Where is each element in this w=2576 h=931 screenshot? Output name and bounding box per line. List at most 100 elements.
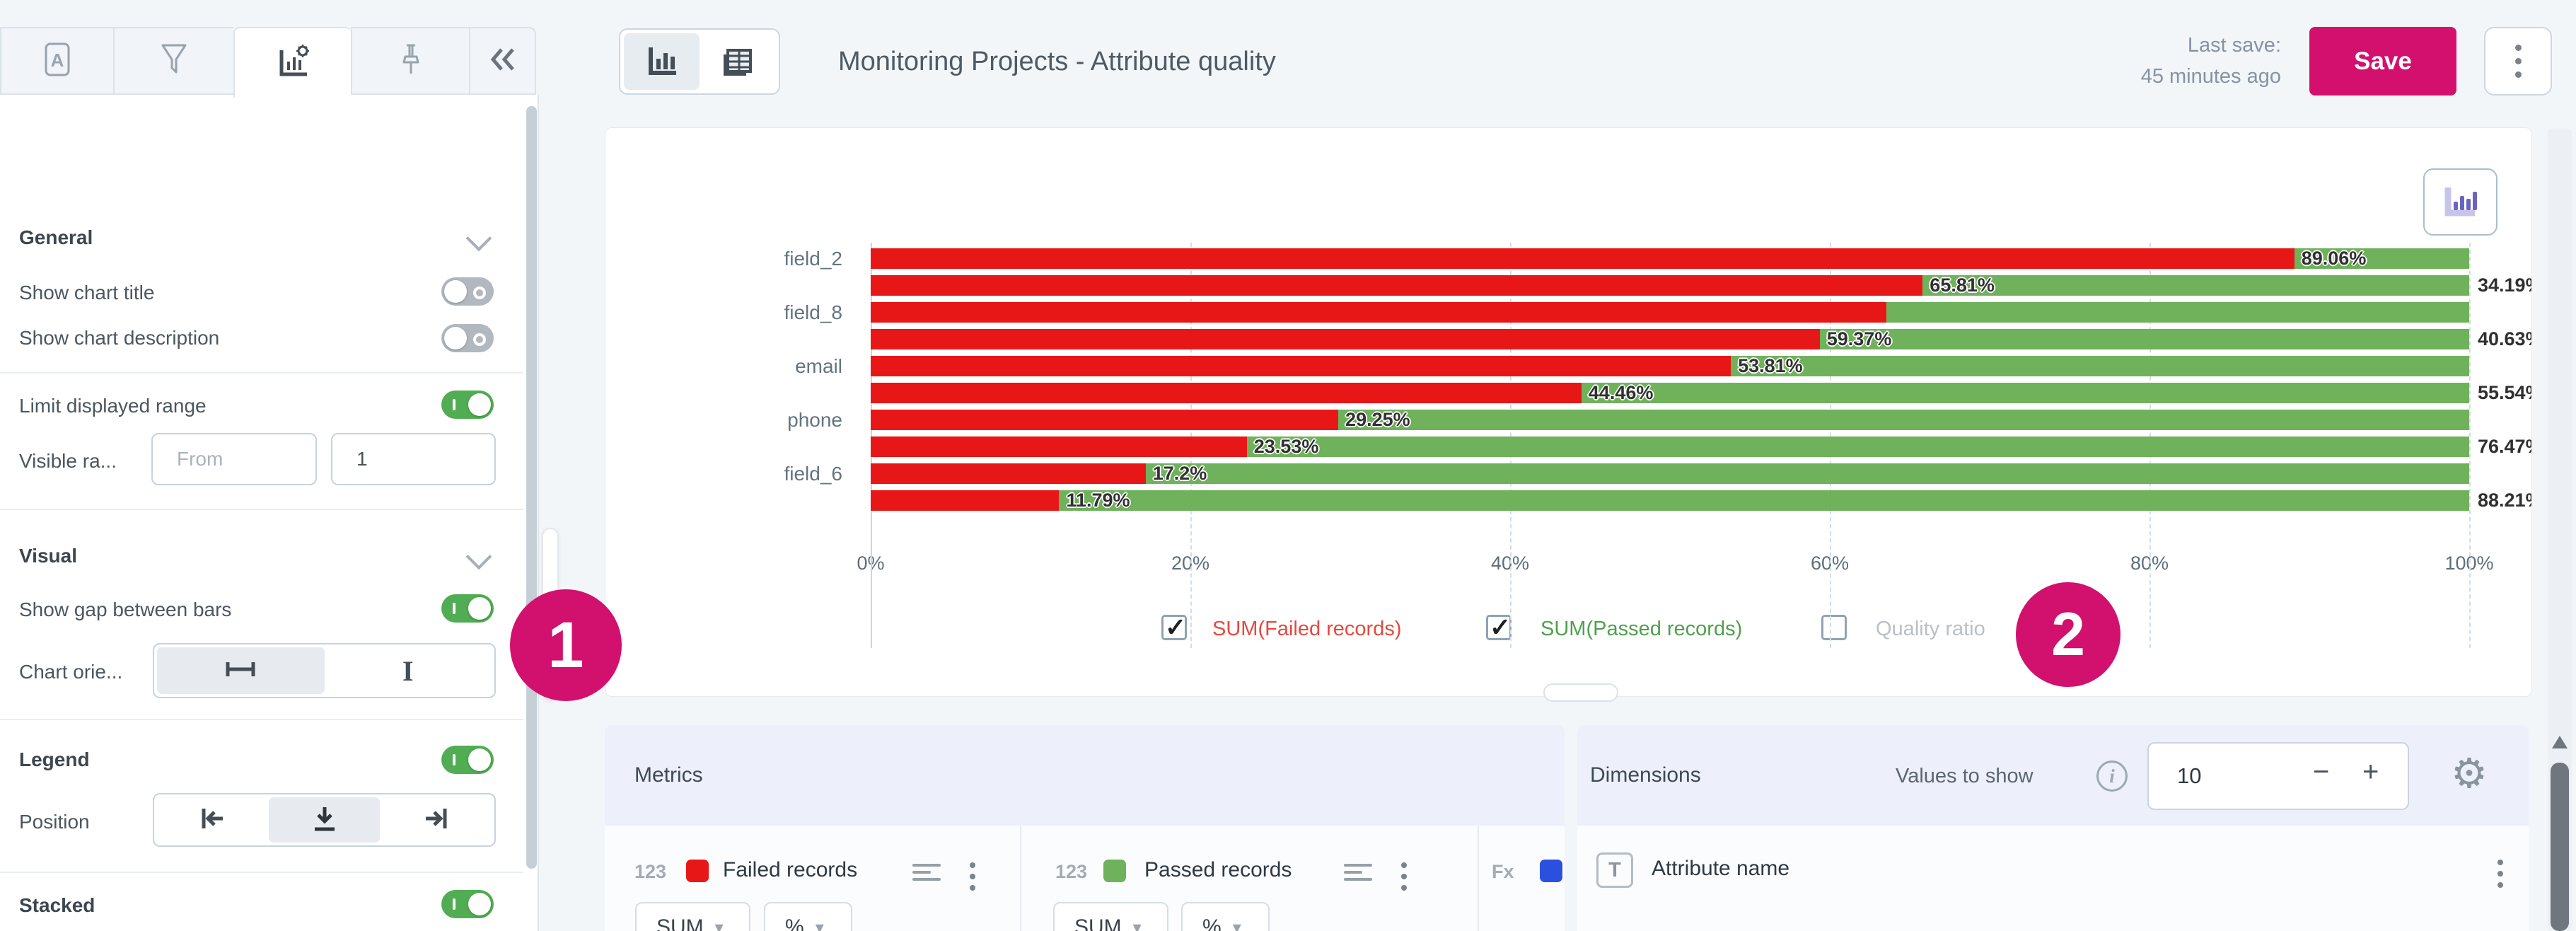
increment-button[interactable]: + (2362, 756, 2379, 787)
dimension-name[interactable]: Attribute name (1652, 857, 1790, 880)
align-left-icon (199, 806, 227, 835)
legend-toggle[interactable] (441, 746, 494, 774)
category-label: field_2 (784, 248, 842, 270)
passed-bar-segment[interactable] (2294, 248, 2469, 269)
metric-color-swatch[interactable] (686, 860, 709, 882)
passed-bar-segment[interactable] (1246, 436, 2469, 457)
tab-text-format[interactable]: A (0, 27, 113, 95)
aggregation-dropdown[interactable]: SUM ▾ (1053, 902, 1168, 931)
chart-view-button[interactable] (624, 33, 700, 90)
orientation-horizontal-button[interactable] (157, 647, 325, 694)
passed-bar-segment[interactable] (1581, 383, 2469, 403)
failed-value-label: 23.53% (1253, 436, 1319, 457)
metric-name[interactable]: Passed records (1144, 858, 1292, 881)
aggregation-dropdown[interactable]: SUM ▾ (635, 902, 750, 931)
tab-filters[interactable] (113, 27, 233, 95)
legend-position-right-button[interactable] (380, 797, 492, 843)
legend-position-control (153, 793, 496, 847)
failed-bar-segment[interactable] (871, 248, 2294, 269)
legend-position-left-button[interactable] (157, 797, 269, 843)
svg-text:A: A (51, 50, 64, 71)
chevron-down-icon: ▾ (1232, 918, 1241, 931)
chevron-down-icon[interactable] (465, 543, 492, 570)
vertical-orientation-icon: I (402, 654, 414, 687)
failed-bar-segment[interactable] (871, 463, 1146, 484)
chevron-down-icon[interactable] (465, 225, 492, 252)
failed-bar-segment[interactable] (871, 329, 1820, 349)
table-view-button[interactable] (700, 33, 775, 90)
more-options-button[interactable] (2484, 27, 2552, 96)
failed-bar-segment[interactable] (871, 275, 1923, 296)
failed-value-label: 53.81% (1738, 355, 1803, 376)
info-icon[interactable]: i (2096, 761, 2128, 792)
dimensions-header: Dimensions (1590, 763, 1701, 787)
panel-scrollbar[interactable] (526, 106, 537, 869)
orientation-vertical-button[interactable]: I (325, 647, 492, 694)
metrics-header: Metrics (634, 763, 703, 787)
gear-icon[interactable]: ⚙ (2451, 749, 2488, 797)
metric-color-swatch[interactable] (1103, 860, 1126, 882)
passed-bar-segment[interactable] (1819, 329, 2469, 349)
passed-value-label: 88.21% (2478, 490, 2531, 511)
collapse-panel-button[interactable] (469, 27, 536, 95)
show-chart-title-toggle[interactable] (441, 277, 494, 306)
failed-bar-segment[interactable] (871, 356, 1731, 376)
bar-row: 59.37% 40.63% (871, 328, 2531, 349)
passed-bar-segment[interactable] (1731, 356, 2469, 376)
show-gap-toggle[interactable] (441, 594, 494, 623)
legend-item-passed[interactable]: SUM(Passed records) (1541, 618, 1743, 640)
dimension-menu-button[interactable] (2495, 857, 2506, 891)
limit-displayed-range-toggle[interactable] (441, 391, 494, 419)
legend-position-label: Position (19, 811, 90, 833)
passed-bar-segment[interactable] (1886, 302, 2469, 323)
bar-row: field_8 (784, 302, 2469, 323)
save-button[interactable]: Save (2309, 27, 2456, 96)
metric-color-swatch[interactable] (1540, 860, 1562, 882)
failed-bar-segment[interactable] (871, 302, 1886, 323)
scrollbar-up-arrow[interactable] (2552, 736, 2568, 748)
failed-bar-segment[interactable] (871, 436, 1247, 457)
attribute-type-icon: T (1596, 852, 1633, 888)
chart-type-button[interactable] (2423, 168, 2497, 236)
decrement-button[interactable]: − (2313, 756, 2330, 787)
failed-bar-segment[interactable] (871, 410, 1339, 430)
page-scrollbar-thumb[interactable] (2551, 763, 2569, 931)
chevron-down-icon: ▾ (1132, 918, 1142, 931)
passed-value-label: 34.19% (2478, 274, 2531, 296)
metric-menu-button[interactable] (967, 860, 978, 894)
bar-row: phone 29.25% (787, 409, 2469, 430)
tab-chart-settings[interactable] (233, 27, 351, 98)
chart-resize-handle[interactable] (1543, 683, 1618, 702)
chart-orientation-control: I (153, 643, 496, 698)
tab-pin[interactable] (351, 27, 469, 95)
format-dropdown[interactable]: % ▾ (764, 902, 852, 931)
sort-icon[interactable] (1344, 864, 1375, 881)
failed-bar-segment[interactable] (871, 490, 1060, 511)
legend-item-failed[interactable]: SUM(Failed records) (1212, 618, 1402, 640)
divider (1478, 826, 1479, 931)
legend-position-bottom-button[interactable] (268, 797, 381, 843)
passed-bar-segment[interactable] (1338, 410, 2469, 430)
format-dropdown[interactable]: % ▾ (1181, 902, 1270, 931)
metric-name[interactable]: Failed records (723, 858, 858, 881)
sort-icon[interactable] (912, 864, 944, 881)
legend-item-quality-ratio[interactable]: Quality ratio (1876, 618, 1985, 640)
chart-settings-icon (273, 42, 313, 85)
passed-bar-segment[interactable] (1059, 490, 2469, 511)
stacked-toggle[interactable] (441, 890, 494, 918)
text-format-icon: A (37, 40, 77, 83)
values-to-show-input[interactable]: 10 (2177, 763, 2202, 788)
visible-range-from-input[interactable]: From (151, 433, 317, 485)
passed-bar-segment[interactable] (1145, 463, 2469, 484)
metric-menu-button[interactable] (1398, 860, 1410, 894)
category-label: phone (787, 409, 842, 431)
visible-range-to-input[interactable]: 1 (331, 433, 496, 485)
failed-bar-segment[interactable] (871, 383, 1582, 403)
legend-checkbox-quality-ratio[interactable] (1821, 615, 1847, 640)
legend-checkbox-failed[interactable] (1161, 613, 1187, 642)
bar-row: email 53.81% (795, 355, 2469, 376)
passed-bar-segment[interactable] (1922, 275, 2469, 296)
align-bottom-icon (312, 804, 337, 836)
legend-checkbox-passed[interactable] (1486, 613, 1512, 642)
show-chart-description-toggle[interactable] (441, 324, 494, 352)
